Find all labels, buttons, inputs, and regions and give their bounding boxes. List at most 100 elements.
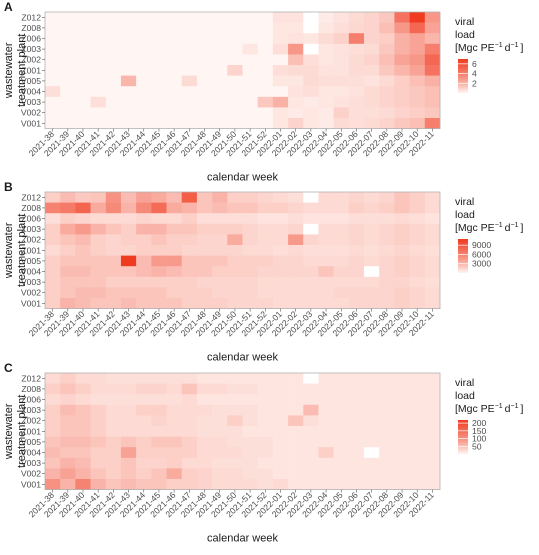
heatmap-cell [364, 266, 380, 278]
heatmap-cell [212, 383, 228, 395]
heatmap-cell [272, 404, 289, 416]
heatmap-cell [105, 383, 122, 395]
heatmap-cell [288, 426, 304, 437]
heatmap-cell [364, 223, 380, 235]
legend-colorbar [458, 239, 468, 273]
heatmap-cell [60, 457, 76, 469]
heatmap-cell [242, 86, 258, 98]
heatmap-cell [379, 383, 395, 395]
heatmap-cell [45, 479, 61, 490]
heatmap-cell [348, 213, 365, 225]
heatmap-cell [120, 383, 137, 395]
heatmap-cell [303, 223, 319, 235]
heatmap-cell [272, 86, 289, 98]
heatmap-cell [196, 426, 213, 437]
heatmap-cell [318, 436, 334, 448]
heatmap-cell [303, 404, 319, 416]
heatmap-cell [333, 65, 350, 76]
heatmap-cell [379, 426, 395, 437]
heatmap-cell [288, 436, 304, 448]
heatmap-cell [394, 383, 410, 395]
heatmap-cell [166, 457, 183, 469]
heatmap-cell [60, 245, 76, 256]
heatmap-cell [394, 447, 410, 459]
heatmap-cell [60, 107, 76, 119]
heatmap-cell [151, 223, 167, 235]
heatmap-cell [60, 394, 76, 406]
heatmap-cell [333, 223, 350, 235]
heatmap-cell [120, 457, 137, 469]
heatmap-cell [242, 12, 258, 23]
heatmap-cell [303, 33, 319, 45]
heatmap-cell [409, 276, 426, 288]
heatmap-cell [166, 234, 183, 246]
heatmap-cell [257, 298, 274, 309]
heatmap-cell [75, 75, 91, 87]
heatmap-cell [227, 287, 243, 299]
heatmap-cell [227, 457, 243, 469]
heatmap-cell [60, 287, 76, 299]
heatmap-cell [333, 213, 350, 225]
heatmap-cell [288, 457, 304, 469]
heatmap-cell [257, 383, 274, 395]
heatmap-cell [105, 404, 122, 416]
heatmap-cell [364, 383, 380, 395]
heatmap-cell [120, 192, 137, 203]
legend-colorbar [458, 59, 468, 93]
heatmap-cell [409, 86, 426, 98]
heatmap-cell [212, 22, 228, 34]
heatmap-cell [90, 65, 107, 76]
heatmap-cell [227, 468, 243, 480]
heatmap-cell [90, 12, 107, 23]
heatmap-cell [424, 75, 441, 87]
heatmap-cell [242, 276, 258, 288]
heatmap-cell [45, 118, 61, 129]
heatmap-cell [90, 383, 107, 395]
heatmap-cell [181, 426, 198, 437]
heatmap-cell [333, 447, 350, 459]
heatmap-cell [379, 96, 395, 108]
heatmap-cell [424, 22, 441, 34]
heatmap-cell [75, 65, 91, 76]
heatmap-cell [60, 223, 76, 235]
legend-tick-label: 6 [472, 59, 477, 69]
heatmap-cell [272, 373, 289, 384]
heatmap-cell [288, 255, 304, 267]
heatmap-cell [288, 33, 304, 45]
heatmap-cell [303, 255, 319, 267]
heatmap-cell [90, 75, 107, 87]
heatmap-cell [151, 213, 167, 225]
heatmap-cell [394, 22, 410, 34]
heatmap-cell [288, 479, 304, 490]
y-tick-label: V004 [21, 87, 41, 97]
heatmap-cell [90, 107, 107, 119]
heatmap-cell [379, 298, 395, 309]
heatmap-cell [272, 213, 289, 225]
heatmap-cell [379, 43, 395, 55]
heatmap-cell [242, 468, 258, 480]
heatmap-cell [212, 192, 228, 203]
heatmap-cell [409, 457, 426, 469]
heatmap-cell [379, 287, 395, 299]
heatmap-cell [212, 287, 228, 299]
legend-tick-label: 6000 [472, 249, 491, 259]
heatmap-cell [424, 436, 441, 448]
heatmap-cell [105, 415, 122, 427]
heatmap-cell [288, 373, 304, 384]
heatmap-cell [196, 223, 213, 235]
heatmap-cell [394, 266, 410, 278]
heatmap-cell [348, 12, 365, 23]
heatmap-cell [60, 404, 76, 416]
heatmap-cell [227, 234, 243, 246]
heatmap-cell [212, 234, 228, 246]
heatmap-cell [45, 54, 61, 66]
heatmap-cell [348, 107, 365, 119]
heatmap-cell [424, 383, 441, 395]
heatmap-cell [120, 287, 137, 299]
heatmap-cell [136, 457, 152, 469]
heatmap-cell [364, 54, 380, 66]
heatmap-cell [394, 118, 410, 129]
heatmap-cell [288, 22, 304, 34]
heatmap-cell [333, 383, 350, 395]
y-tick-label: Z002 [21, 55, 41, 65]
